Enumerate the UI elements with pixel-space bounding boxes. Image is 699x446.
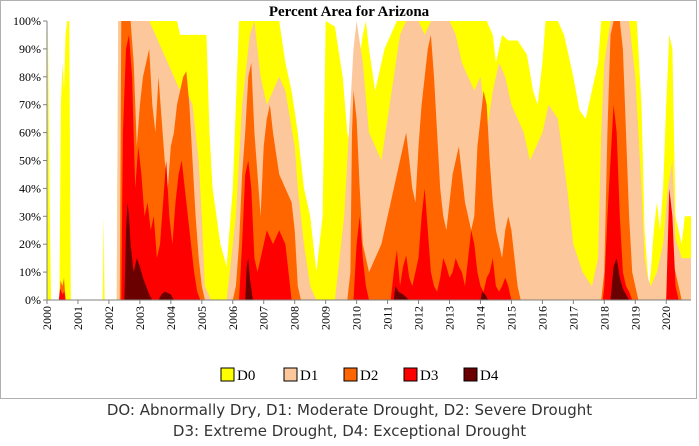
- x-tick-label: 2008: [288, 306, 302, 330]
- x-tick-label: 2017: [566, 306, 580, 330]
- x-tick-label: 2000: [40, 306, 54, 330]
- x-tick-label: 2001: [71, 306, 85, 330]
- x-tick-label: 2005: [195, 306, 209, 330]
- x-tick-label: 2018: [597, 306, 611, 330]
- drought-area-chart: Percent Area for Arizona 0% 10% 20% 30% 40% 5…: [13, 4, 691, 384]
- x-tick-label: 2010: [350, 306, 364, 330]
- y-tick-label: 60%: [19, 126, 41, 140]
- y-tick-label: 10%: [19, 265, 41, 279]
- x-tick-label: 2020: [659, 306, 673, 330]
- x-tick-label: 2004: [164, 306, 178, 330]
- legend: D0 D1 D2 D3 D4: [220, 367, 499, 384]
- y-tick-label: 20%: [19, 237, 41, 251]
- y-tick-label: 40%: [19, 181, 41, 195]
- y-tick-label: 30%: [19, 209, 41, 223]
- caption-line-2: D3: Extreme Drought, D4: Exceptional Dro…: [172, 422, 527, 440]
- y-tick-label: 80%: [19, 70, 41, 84]
- caption-line-1: DO: Abnormally Dry, D1: Moderate Drought…: [106, 401, 593, 419]
- x-tick-label: 2014: [473, 306, 487, 330]
- x-tick-label: 2007: [257, 306, 271, 330]
- x-tick-label: 2016: [535, 306, 549, 330]
- y-tick-label: 100%: [13, 14, 41, 28]
- x-tick-label: 2009: [319, 306, 333, 330]
- x-tick-label: 2011: [381, 306, 395, 330]
- x-tick-label: 2006: [226, 306, 240, 330]
- area-d2: [47, 21, 691, 300]
- y-tick-label: 70%: [19, 98, 41, 112]
- x-tick-label: 2013: [443, 306, 457, 330]
- y-tick-label: 90%: [19, 42, 41, 56]
- legend-label-d4: D4: [480, 368, 499, 384]
- x-tick-label: 2002: [102, 306, 116, 330]
- legend-swatch-d3: [403, 367, 418, 382]
- caption: DO: Abnormally Dry, D1: Moderate Drought…: [0, 400, 699, 442]
- x-tick-label: 2003: [133, 306, 147, 330]
- area-d1: [47, 21, 691, 300]
- plot-area: [47, 21, 691, 300]
- chart-title: Percent Area for Arizona: [269, 4, 430, 20]
- y-tick-label: 0%: [25, 293, 41, 307]
- legend-label-d0: D0: [237, 368, 255, 384]
- y-tick-label: 50%: [19, 154, 41, 168]
- legend-swatch-d4: [463, 367, 478, 382]
- x-tick-label: 2012: [412, 306, 426, 330]
- chart-frame: Percent Area for Arizona 0% 10% 20% 30% 40% 5…: [0, 0, 697, 399]
- legend-label-d3: D3: [420, 368, 438, 384]
- axes: 0% 10% 20% 30% 40% 50% 60% 70% 80% 90% 100% 2000 200…: [13, 14, 691, 330]
- legend-swatch-d2: [343, 367, 358, 382]
- legend-swatch-d1: [283, 367, 298, 382]
- legend-swatch-d0: [220, 367, 235, 382]
- legend-label-d2: D2: [360, 368, 378, 384]
- x-tick-label: 2015: [504, 306, 518, 330]
- legend-label-d1: D1: [300, 368, 318, 384]
- x-tick-label: 2019: [628, 306, 642, 330]
